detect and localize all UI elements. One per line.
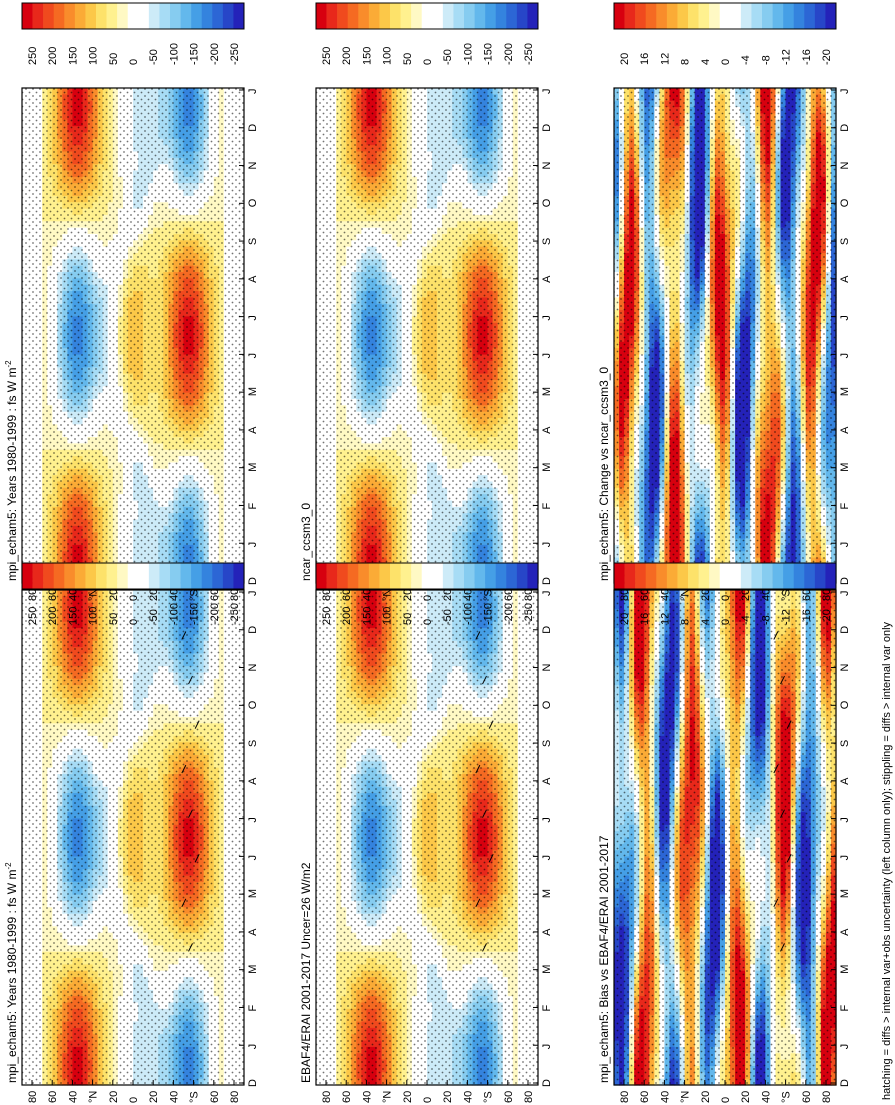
month-tick-label: O: [247, 700, 259, 709]
lat-tick-label: 20: [108, 1091, 120, 1103]
panels-layer: 80 60 40 °N 20 0 20 40 °S 60 80 D J F M A M J J A S O N D Jmpi_e…: [4, 88, 851, 1103]
month-tick-label: M: [247, 889, 259, 898]
lat-tick-label: 40: [67, 1091, 79, 1103]
month-tick-label: J: [247, 817, 259, 823]
lat-tick-label: 40: [168, 1091, 180, 1103]
lat-tick-label: 80: [27, 1091, 39, 1103]
month-tick-label: N: [247, 664, 259, 672]
month-tick-label: J: [247, 1044, 259, 1050]
month-tick-label: A: [247, 928, 259, 936]
lat-tick-label: 60: [209, 1091, 221, 1103]
month-tick-label: J: [247, 591, 259, 597]
title-superscript: -2: [4, 862, 13, 870]
month-tick-label: J: [247, 855, 259, 861]
panel-obs-left: 80 60 40 °N 20 0 20 40 °S 60 80DJFMAMJJASONDJEBAF4…: [299, 590, 553, 1103]
lat-tick-label: 0: [128, 1097, 140, 1103]
figure-canvas: 80 60 40 °N 20 0 20 40 °S 60 80 D J F M A M J J A S O N D Jmpi_e…: [0, 0, 895, 1105]
month-tick-label: D: [247, 1079, 259, 1087]
lat-tick-label: 60: [47, 1091, 59, 1103]
lat-tick-label: °N: [88, 1091, 100, 1103]
lat-tick-label: °S: [189, 1091, 201, 1103]
panel-model-left: 80 60 40 °N 20 0 20 40 °S 60 80 D J F M A M J J A S O N D Jmpi_e…: [4, 590, 259, 1103]
panel-title: mpi_echam5: Years 1980-1999 : fs W m-2: [4, 862, 19, 1083]
lat-tick-label: 80: [229, 1091, 241, 1103]
stipple-overlay: [22, 590, 244, 1085]
lat-tick-label: 20: [148, 1091, 160, 1103]
month-tick-label: A: [247, 777, 259, 785]
month-tick-label: D: [247, 626, 259, 634]
month-tick-label: S: [247, 740, 259, 747]
month-tick-label: M: [247, 965, 259, 974]
month-tick-label: F: [247, 1004, 259, 1011]
